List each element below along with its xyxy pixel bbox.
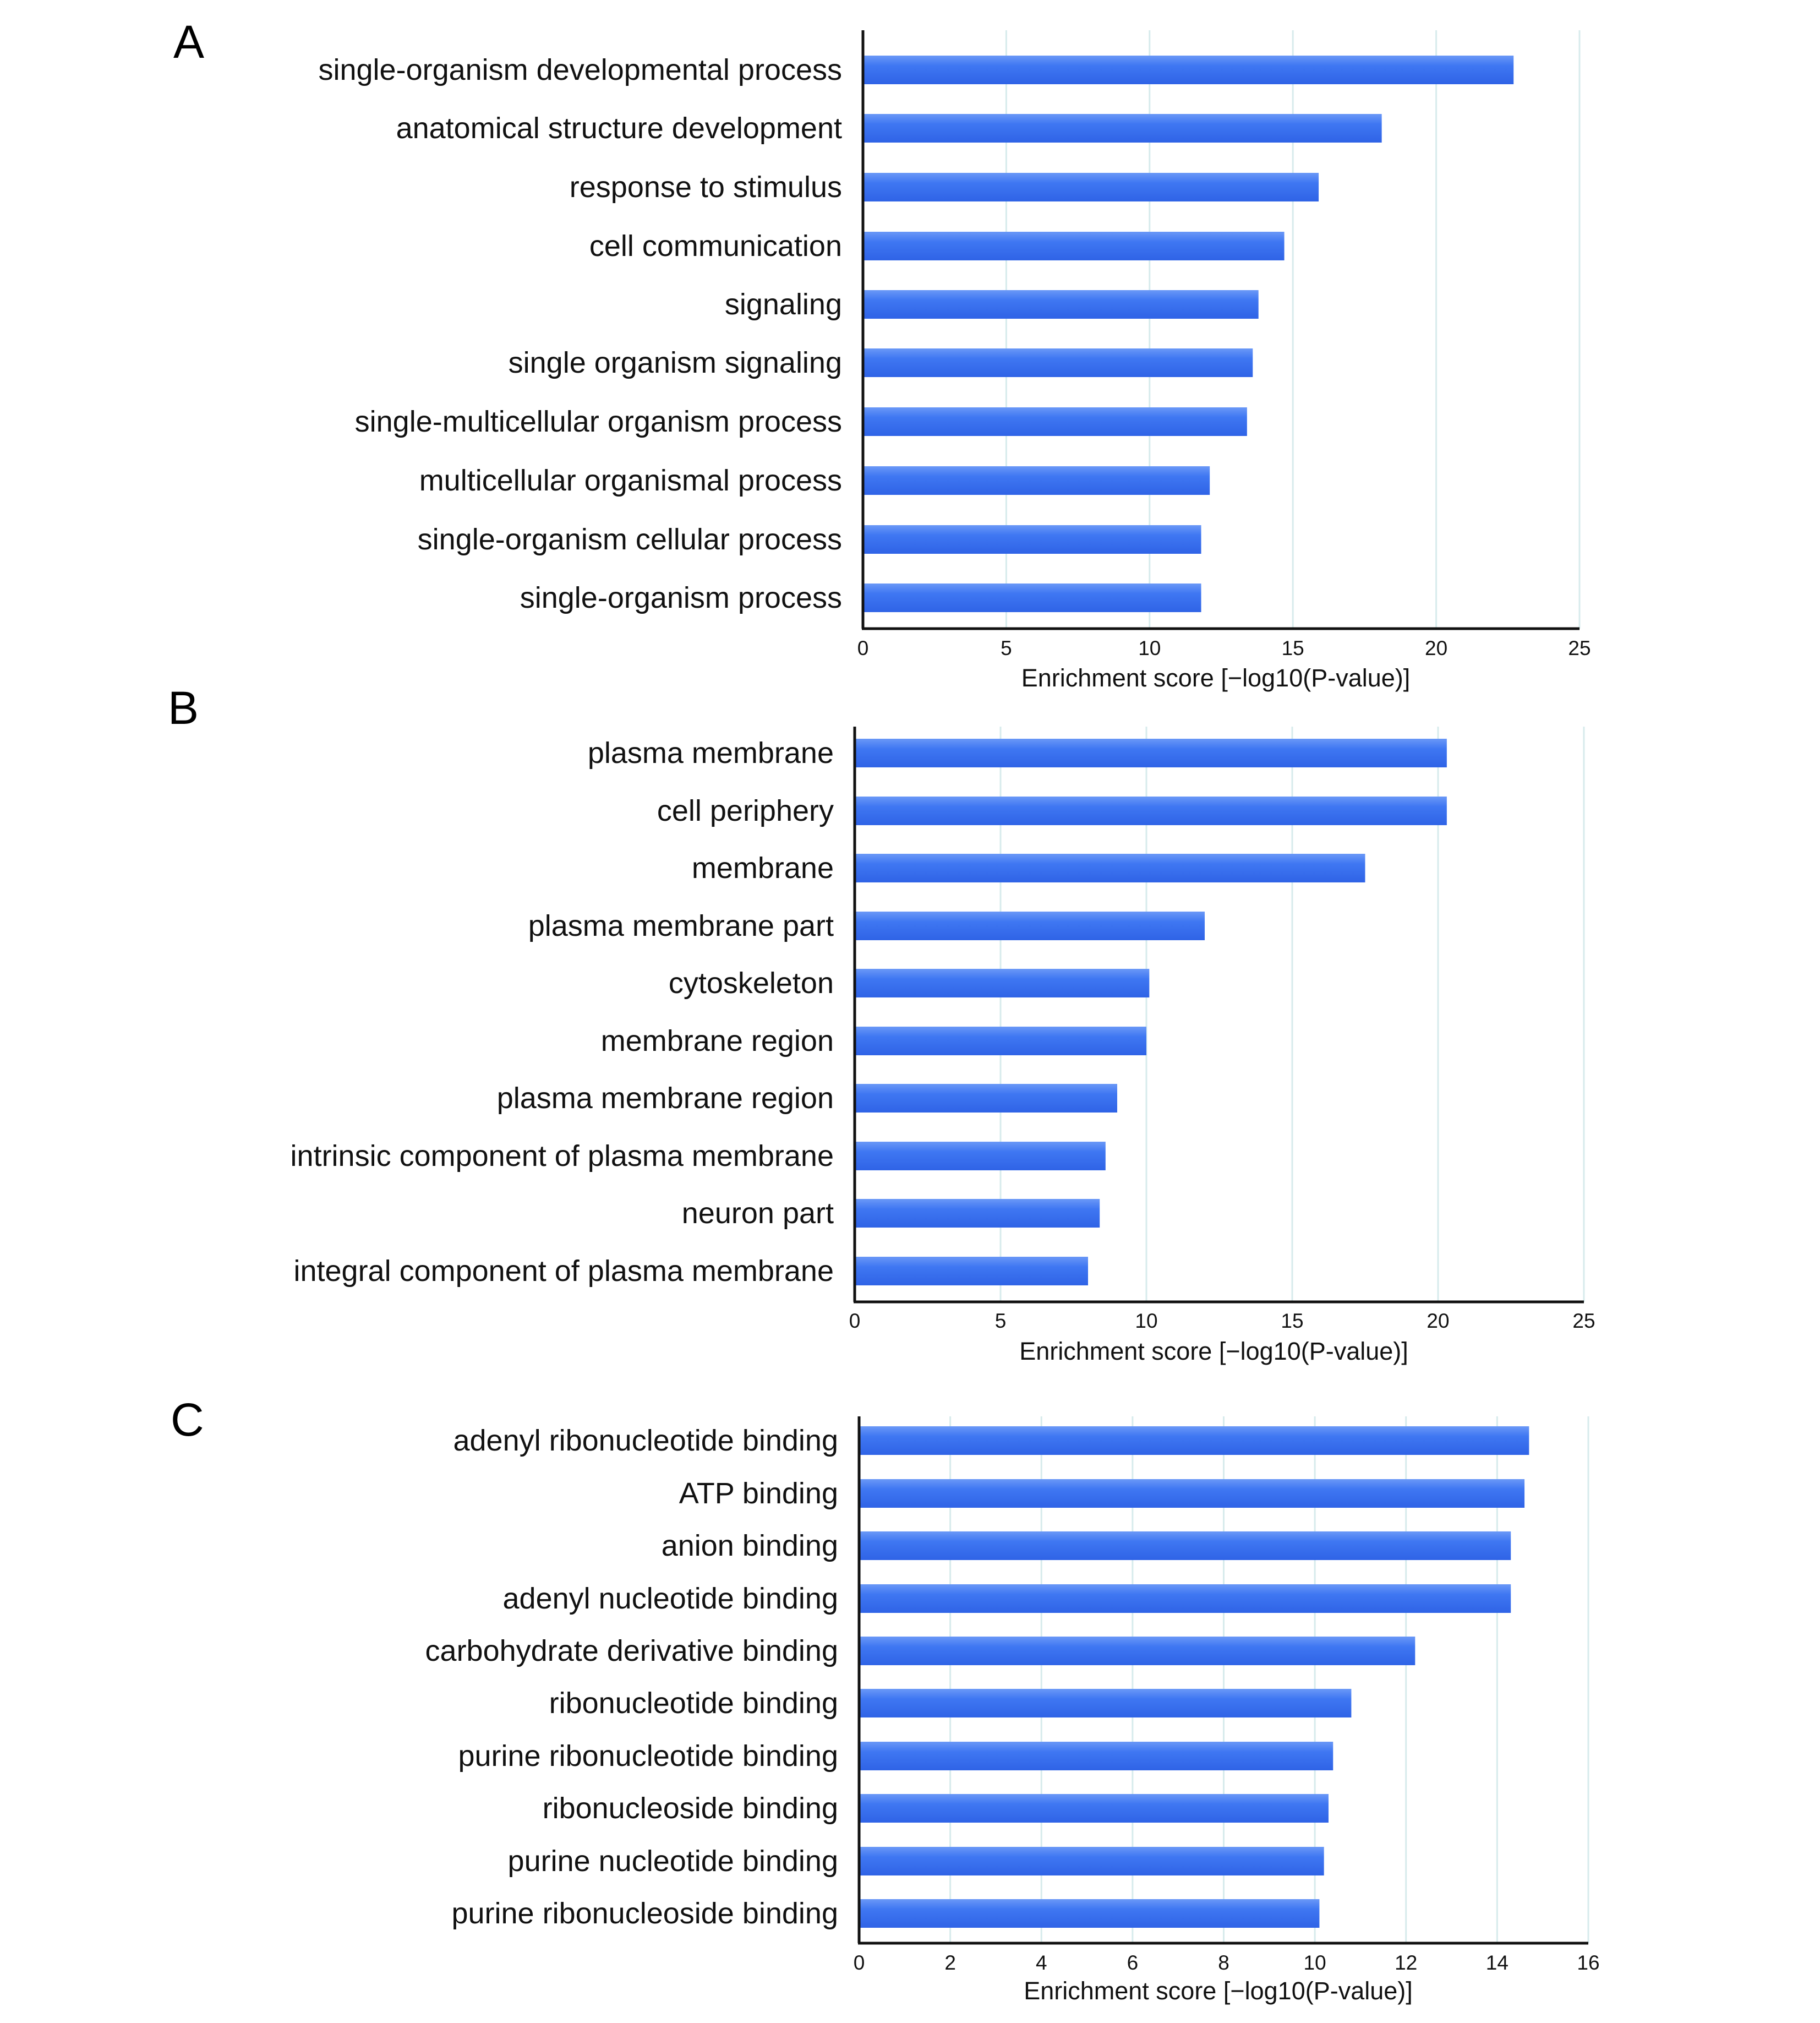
category-label: purine nucleotide binding [508,1845,838,1878]
x-tick-label: 5 [1001,637,1012,659]
x-tick-label: 15 [1281,1310,1303,1332]
bar [855,1199,1100,1228]
bar [859,1847,1324,1875]
bar [855,854,1365,882]
category-label: membrane [692,852,834,885]
panel-letter: A [173,16,204,68]
bar [855,797,1447,825]
category-label: adenyl ribonucleotide binding [453,1424,838,1457]
category-label: anatomical structure development [396,112,842,145]
x-tick-label: 0 [849,1310,861,1332]
bar [859,1899,1320,1928]
x-axis-title: Enrichment score [−log10(P-value)] [1021,664,1411,692]
bar [863,466,1210,495]
category-label: intrinsic component of plasma membrane [291,1139,834,1173]
x-tick-label: 5 [995,1310,1007,1332]
category-label: single-organism developmental process [319,53,843,86]
category-label: plasma membrane part [528,909,834,942]
bar [859,1584,1511,1613]
x-tick-label: 14 [1486,1951,1509,1974]
bar [863,56,1514,84]
category-label: signaling [725,288,842,321]
category-label: single organism signaling [509,346,842,379]
category-label: purine ribonucleotide binding [458,1740,838,1773]
x-tick-label: 20 [1425,637,1447,659]
panel-letter: C [171,1394,204,1446]
x-axis-title: Enrichment score [−log10(P-value)] [1019,1337,1408,1365]
bar [863,232,1285,260]
category-label: single-organism cellular process [418,523,842,556]
panel-letter: B [168,682,199,734]
bar [859,1479,1525,1508]
category-label: membrane region [601,1024,834,1057]
x-tick-label: 10 [1135,1310,1157,1332]
x-tick-label: 2 [944,1951,956,1974]
bar [859,1742,1333,1770]
bar [855,1257,1088,1285]
x-tick-label: 15 [1282,637,1304,659]
bar [859,1637,1415,1665]
bar [855,1027,1146,1055]
category-label: neuron part [682,1197,834,1230]
bar [863,290,1259,319]
category-label: plasma membrane [588,737,834,770]
category-label: anion binding [662,1529,838,1562]
bar [863,114,1382,143]
x-tick-label: 8 [1218,1951,1229,1974]
bar [855,912,1205,940]
bar [863,584,1201,612]
x-tick-label: 10 [1304,1951,1326,1974]
category-label: carbohydrate derivative binding [425,1634,838,1667]
bar [855,739,1447,767]
category-label: ribonucleoside binding [543,1792,838,1825]
x-tick-label: 25 [1572,1310,1595,1332]
bar [859,1426,1529,1455]
x-tick-label: 6 [1127,1951,1139,1974]
bar [855,969,1150,997]
x-axis-title: Enrichment score [−log10(P-value)] [1024,1977,1413,2005]
category-label: single-organism process [520,581,842,614]
bar [863,173,1319,201]
x-tick-label: 0 [854,1951,865,1974]
category-label: cytoskeleton [669,967,834,1000]
x-tick-label: 16 [1577,1951,1599,1974]
category-label: ATP binding [679,1477,838,1510]
category-label: cell communication [589,230,842,263]
category-label: adenyl nucleotide binding [503,1582,838,1615]
bar [859,1689,1352,1717]
bar [863,348,1253,377]
x-tick-label: 25 [1568,637,1591,659]
category-label: response to stimulus [570,171,842,204]
category-label: single-multicellular organism process [355,405,842,438]
x-tick-label: 0 [857,637,869,659]
category-label: ribonucleotide binding [549,1687,838,1720]
x-tick-label: 20 [1427,1310,1449,1332]
bar [863,525,1201,554]
x-tick-label: 12 [1395,1951,1417,1974]
bar [859,1531,1511,1560]
category-label: plasma membrane region [497,1082,834,1115]
category-label: integral component of plasma membrane [293,1255,834,1288]
category-label: multicellular organismal process [419,464,842,497]
bar [855,1142,1106,1170]
category-label: purine ribonucleoside binding [451,1897,838,1930]
category-label: cell periphery [657,794,834,827]
x-tick-label: 10 [1138,637,1161,659]
bar [863,407,1247,436]
bar [855,1084,1117,1113]
x-tick-label: 4 [1036,1951,1047,1974]
bar [859,1794,1329,1823]
